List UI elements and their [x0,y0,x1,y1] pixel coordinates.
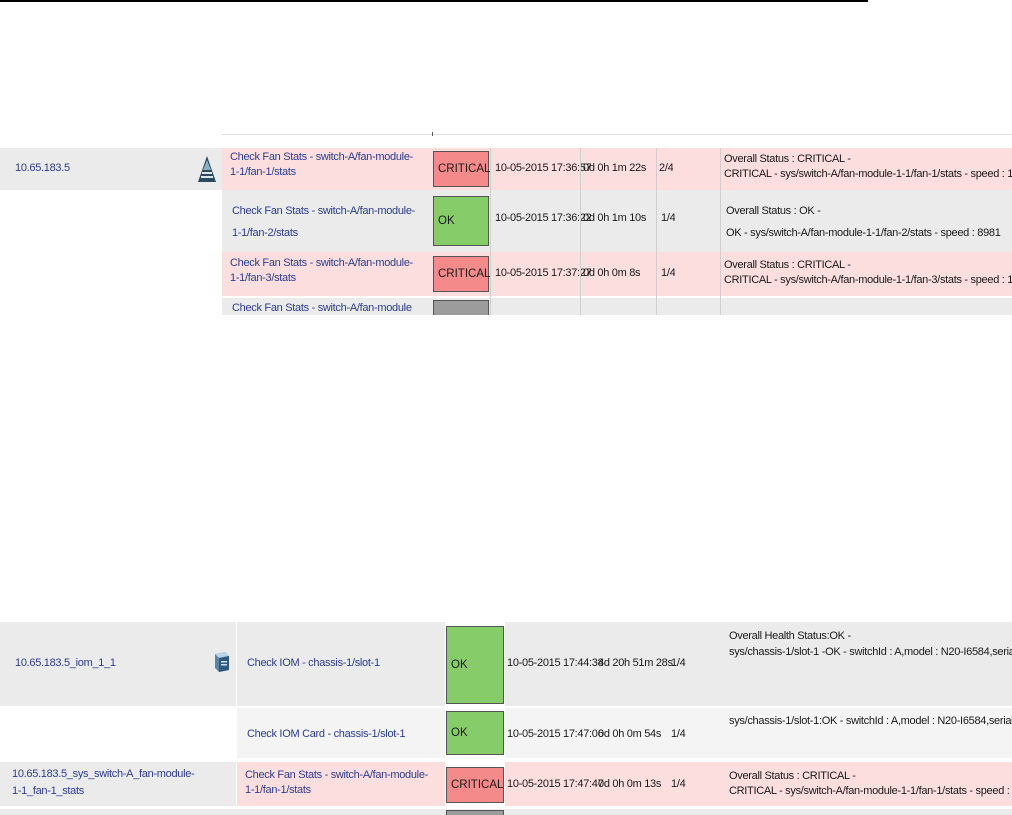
service-link[interactable]: Check Fan Stats - switch-A/fan-module- 1… [230,256,413,296]
service-link[interactable]: Check Fan Stats - switch-A/fan-module- 1… [232,200,415,252]
attempt: 1/4 [661,267,676,279]
host-link[interactable]: 10.65.183.5_sys_switch-A_fan-module- 1-1… [12,766,195,800]
column-divider [580,148,581,315]
service-name-line1: Check Fan Stats - switch-A/fan-module- [232,205,416,217]
column-divider [656,148,657,315]
duration: 0d 0h 0m 8s [583,267,641,279]
status-info-line1: Overall Health Status:OK - [729,630,851,642]
status-info-line1: Overall Status : CRITICAL - [724,259,851,271]
status-info-line1: Overall Status : CRITICAL - [729,770,856,782]
duration: 4d 20h 51m 28s [598,657,673,669]
service-link[interactable]: Check Fan Stats - switch-A/fan-module- 1… [245,768,428,798]
service-cell: Check Fan Stats - switch-A/fan-module- 1… [237,762,445,806]
table-row [0,809,1012,815]
last-check: 10-05-2015 17:37:27 [495,267,592,279]
status-info-line2: OK - sys/switch-A/fan-module-1-1/fan-2/s… [726,227,1001,239]
last-check: 10-05-2015 17:47:06 [507,728,604,740]
status-info-line1: Overall Status : OK - [726,205,821,217]
service-table-2: 10.65.183.5_iom_1_1 Check IOM - chassis-… [0,622,1012,815]
status-info: Overall Health Status:OK - sys/chassis-1… [729,628,1012,660]
status-info-line2: CRITICAL - sys/switch-A/fan-module-1-1/f… [724,168,1012,180]
service-name-line2: 1-1/fan-1/stats [245,784,311,796]
service-name-line1: Check Fan Stats - switch-A/fan-module- [245,769,429,781]
status-info-line1: Overall Status : CRITICAL - [724,153,851,165]
duration: 0d 0h 1m 22s [583,162,647,174]
status-badge: OK [433,196,489,246]
table-row: Check IOM Card - chassis-1/slot-1 OK 10-… [0,708,1012,758]
attempt: 2/4 [659,162,674,174]
last-check: 10-05-2015 17:36:57 [495,162,592,174]
service-name-line2: 1-1/fan-3/stats [230,272,296,284]
status-info: Overall Status : CRITICAL - CRITICAL - s… [729,769,1012,799]
status-info: sys/chassis-1/slot-1:OK - switchId : A,m… [729,715,1012,727]
status-badge: CRITICAL [446,767,504,803]
table-row: 10.65.183.5_sys_switch-A_fan-module- 1-1… [0,762,1012,806]
details-cell: 10-05-2015 17:47:47 0d 0h 0m 13s 1/4 Ove… [505,762,1012,806]
divider-line [0,0,868,2]
column-divider [720,148,721,315]
service-name-line1: Check Fan Stats - switch-A/fan-module- [230,151,414,163]
table-row: Check Fan Stats - switch-A/fan-module- 1… [222,148,1012,190]
status-info: Overall Status : CRITICAL - CRITICAL - s… [724,258,1012,296]
status-badge: OK [446,626,504,704]
duration: 0d 0h 0m 54s [598,728,662,740]
service-name-line2: 1-1/fan-1/stats [230,166,296,178]
host-cell: 10.65.183.5 [0,148,222,190]
table-row: 10.65.183.5_iom_1_1 Check IOM - chassis-… [0,622,1012,706]
attempt: 1/4 [671,657,686,669]
service-link[interactable]: Check IOM Card - chassis-1/slot-1 [247,728,406,740]
last-check: 10-05-2015 17:47:47 [507,778,604,790]
host-cell: 10.65.183.5_sys_switch-A_fan-module- 1-1… [0,762,236,806]
header-divider [222,134,1012,135]
status-badge: CRITICAL [433,151,490,187]
service-link[interactable]: Check IOM - chassis-1/slot-1 [247,657,380,669]
host-link[interactable]: 10.65.183.5 [15,162,70,174]
service-link[interactable]: Check Fan Stats - switch-A/fan-module- 1… [230,150,413,190]
status-info: Overall Status : OK - OK - sys/switch-A/… [726,200,1001,252]
service-name-line2: 1-1/fan-2/stats [232,227,298,239]
attempt: 1/4 [661,212,676,224]
status-badge [433,300,489,315]
module-icon[interactable] [213,652,231,677]
attempt: 1/4 [671,728,686,740]
table-row: Check Fan Stats - switch-A/fan-module- 1… [222,190,1012,252]
details-cell: 10-05-2015 17:47:06 0d 0h 0m 54s 1/4 sys… [505,708,1012,758]
duration: 0d 0h 0m 13s [598,778,662,790]
host-link[interactable]: 10.65.183.5_iom_1_1 [15,657,116,669]
status-badge [446,810,504,815]
attempt: 1/4 [671,778,686,790]
column-divider [490,148,491,315]
server-icon[interactable] [198,156,216,187]
status-info-line2: CRITICAL - sys/switch-A/fan-module-1-1/f… [729,785,1012,797]
status-info-line2: CRITICAL - sys/switch-A/fan-module-1-1/f… [724,274,1012,286]
status-info: Overall Status : CRITICAL - CRITICAL - s… [724,152,1012,190]
status-badge: CRITICAL [433,256,490,292]
last-check: 10-05-2015 17:44:38 [507,657,604,669]
host-line1: 10.65.183.5_sys_switch-A_fan-module- [12,768,195,780]
service-cell: Check IOM - chassis-1/slot-1 [237,622,445,706]
host-cell: 10.65.183.5_iom_1_1 [0,622,236,706]
service-name-line1: Check Fan Stats - switch-A/fan-module- [230,257,414,269]
table-row: Check Fan Stats - switch-A/fan-module [222,298,1012,315]
duration: 0d 0h 1m 10s [583,212,647,224]
last-check: 10-05-2015 17:36:22 [495,212,592,224]
header-tick [432,132,433,136]
table-row: Check Fan Stats - switch-A/fan-module- 1… [222,252,1012,296]
host-line2: 1-1_fan-1_stats [12,785,84,797]
service-table-1: 10.65.183.5 Check Fan Stats - switch-A/f… [0,132,1012,315]
status-badge: OK [446,711,504,755]
service-cell: Check IOM Card - chassis-1/slot-1 [237,708,445,758]
details-cell: 10-05-2015 17:44:38 4d 20h 51m 28s 1/4 O… [505,622,1012,706]
service-name-line1: Check Fan Stats - switch-A/fan-module [232,302,412,314]
status-info-line2: sys/chassis-1/slot-1 -OK - switchId : A,… [729,646,1012,658]
service-link[interactable]: Check Fan Stats - switch-A/fan-module [232,301,412,315]
